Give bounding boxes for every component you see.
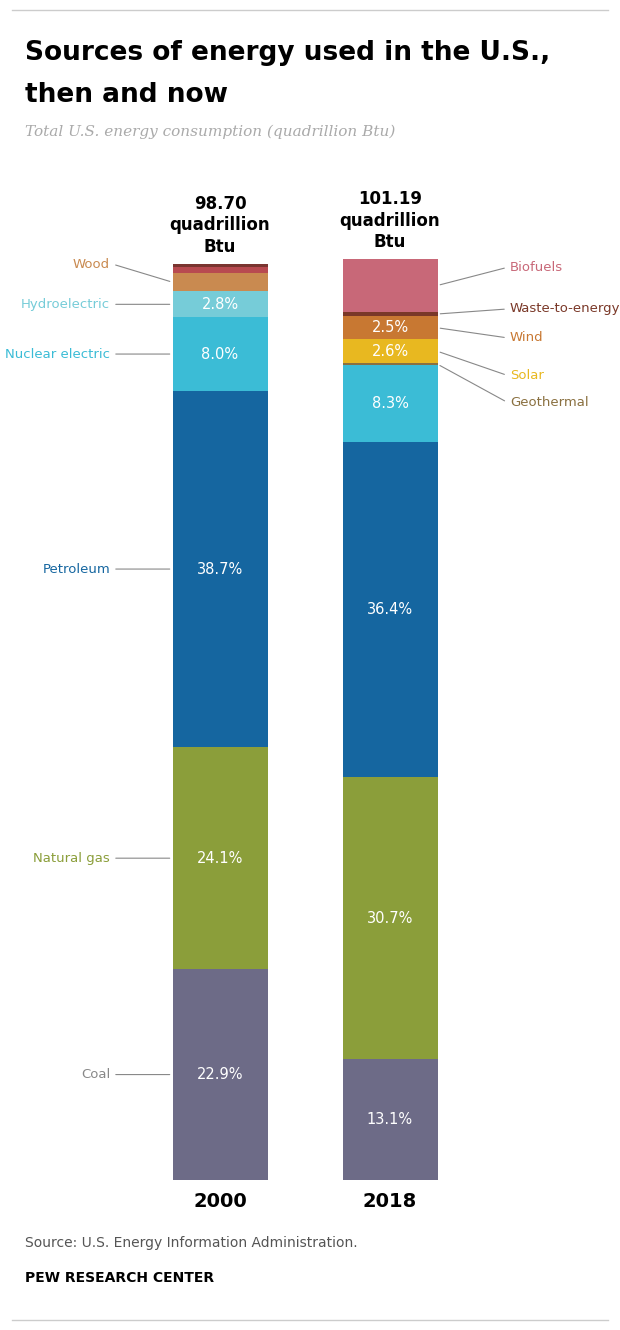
Text: Geothermal: Geothermal: [510, 396, 588, 408]
Text: 2000: 2000: [193, 1192, 247, 1212]
Text: 22.9%: 22.9%: [197, 1067, 243, 1083]
Text: 8.3%: 8.3%: [371, 396, 409, 411]
Text: Petroleum: Petroleum: [42, 563, 110, 576]
Text: Wood: Wood: [73, 258, 110, 271]
Text: Biofuels: Biofuels: [510, 261, 563, 274]
Bar: [342, 442, 438, 777]
Bar: [172, 970, 267, 1180]
Bar: [342, 366, 438, 442]
Bar: [172, 747, 267, 970]
Text: Natural gas: Natural gas: [33, 851, 110, 864]
Bar: [342, 363, 438, 366]
Text: 2.8%: 2.8%: [202, 297, 239, 311]
Bar: [342, 259, 438, 311]
Text: Solar: Solar: [510, 368, 544, 382]
Text: Coal: Coal: [81, 1068, 110, 1081]
Text: PEW RESEARCH CENTER: PEW RESEARCH CENTER: [25, 1271, 214, 1285]
Bar: [172, 318, 267, 391]
Bar: [342, 311, 438, 317]
Text: 24.1%: 24.1%: [197, 851, 243, 866]
Text: Wind: Wind: [510, 331, 544, 344]
Bar: [342, 1060, 438, 1180]
Bar: [172, 291, 267, 318]
Text: Source: U.S. Energy Information Administration.: Source: U.S. Energy Information Administ…: [25, 1236, 358, 1250]
Text: 8.0%: 8.0%: [202, 347, 239, 362]
Bar: [342, 339, 438, 363]
Bar: [172, 267, 267, 273]
Text: 2018: 2018: [363, 1192, 417, 1212]
Text: 13.1%: 13.1%: [367, 1112, 413, 1128]
Text: Hydroelectric: Hydroelectric: [21, 298, 110, 311]
Text: 98.70
quadrillion
Btu: 98.70 quadrillion Btu: [170, 194, 270, 255]
Text: 2.6%: 2.6%: [371, 343, 409, 359]
Text: 30.7%: 30.7%: [367, 911, 413, 926]
Text: then and now: then and now: [25, 82, 228, 108]
Text: Waste-to-energy: Waste-to-energy: [510, 302, 620, 315]
Text: Nuclear electric: Nuclear electric: [5, 347, 110, 360]
Bar: [172, 391, 267, 747]
Bar: [342, 317, 438, 339]
Bar: [342, 777, 438, 1060]
Text: Total U.S. energy consumption (quadrillion Btu): Total U.S. energy consumption (quadrilli…: [25, 125, 396, 140]
Text: 36.4%: 36.4%: [367, 601, 413, 617]
Bar: [172, 263, 267, 267]
Text: 38.7%: 38.7%: [197, 561, 243, 576]
Text: Sources of energy used in the U.S.,: Sources of energy used in the U.S.,: [25, 40, 551, 66]
Text: 101.19
quadrillion
Btu: 101.19 quadrillion Btu: [340, 190, 440, 251]
Bar: [172, 273, 267, 291]
Text: 2.5%: 2.5%: [371, 321, 409, 335]
